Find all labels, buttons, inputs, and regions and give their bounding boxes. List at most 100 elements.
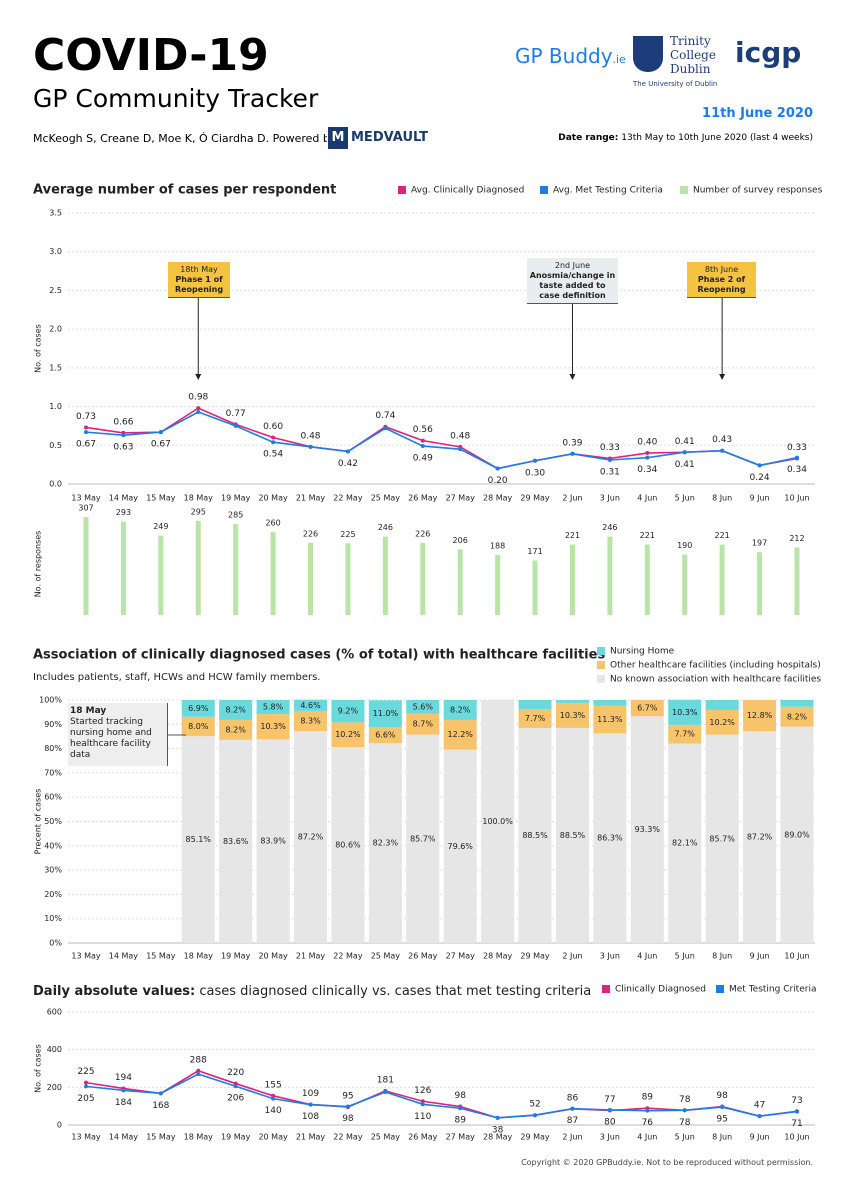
x-tick-label: 18 May [184,494,214,503]
arrow-head [195,374,202,380]
y-axis-label: No. of cases [34,324,43,373]
data-label: 0.33 [787,443,807,453]
point [682,1108,687,1113]
x-tick-label: 27 May [446,494,476,503]
legend-swatch [398,186,406,194]
bar-segment [630,716,664,943]
bar-segment [443,719,477,750]
bar-segment [219,719,253,740]
x-tick-label: 8 Jun [712,952,732,961]
data-label: 80 [604,1117,616,1127]
medvault-text: MEDVAULT [351,130,429,145]
x-tick-label: 5 Jun [675,952,695,961]
x-tick-label: 28 May [483,952,513,961]
data-label: 197 [752,539,767,548]
chart-title: Average number of cases per respondent [33,183,336,198]
point [570,451,575,456]
point [420,438,425,443]
data-label: 10.3% [560,711,586,720]
trinity-logo: Trinity College Dublin [670,34,716,76]
y-tick-label: 1.0 [49,402,62,411]
y-axis-label: No. of cases [34,1044,43,1093]
x-tick-label: 20 May [258,1133,288,1142]
point [645,451,650,456]
data-label: 0.41 [675,460,695,470]
data-label: 10.2% [335,730,361,739]
x-tick-label: 2 Jun [562,1133,582,1142]
data-label: 8.3% [300,717,321,726]
chart-title-bold: Daily absolute values: [33,984,195,999]
data-label: 0.73 [76,412,96,422]
bar-segment [593,733,627,943]
bar-segment [406,713,440,735]
data-label: 78 [679,1118,691,1128]
data-label: 98 [342,1114,354,1124]
data-label: 82.1% [672,839,698,848]
bar-segment [256,714,290,740]
point [271,1096,276,1101]
data-label: 110 [414,1112,431,1122]
data-label: 87.2% [747,833,773,842]
data-label: 307 [78,504,93,513]
bar-segment [481,700,515,943]
point [458,1106,463,1111]
data-label: 95 [342,1092,353,1102]
point [682,450,687,455]
data-label: 8.2% [226,725,247,734]
point [196,409,201,414]
data-label: 0.48 [450,431,470,441]
y-tick-label: 50% [44,817,62,826]
legend-swatch [597,647,605,655]
bar-segment [294,731,328,943]
x-tick-label: 29 May [520,1133,550,1142]
x-tick-label: 10 Jun [784,1133,809,1142]
gpbuddy-logo: GP Buddy.ie [515,44,626,68]
data-label: 73 [791,1096,802,1106]
bar-segment [181,736,215,943]
data-label: 83.6% [223,837,249,846]
data-label: 221 [565,531,580,540]
bar-segment [518,709,552,728]
data-label: 0.34 [787,465,807,475]
y-tick-label: 1.5 [49,363,62,372]
bar-segment [443,749,477,943]
bar [270,532,276,615]
bar-segment [668,699,702,725]
data-label: 0.54 [263,450,283,460]
data-label: 6.9% [188,704,209,713]
data-label: 168 [152,1101,169,1111]
bar [607,536,613,615]
point [420,444,425,449]
title: COVID-19 [33,30,269,81]
x-tick-label: 9 Jun [749,1133,769,1142]
data-label: 0.30 [525,468,545,478]
point [345,449,350,454]
gpbuddy-suffix: .ie [612,53,626,66]
data-label: 89 [454,1116,466,1126]
bar-segment [593,700,627,706]
x-tick-label: 4 Jun [637,494,657,503]
annotation-date: 2nd June [554,261,591,270]
point [757,1114,762,1119]
legend-swatch [680,186,688,194]
data-label: 8.2% [450,705,471,714]
line [85,1073,798,1119]
bar [719,544,725,615]
x-tick-label: 13 May [71,494,101,503]
x-tick-label: 26 May [408,494,438,503]
x-tick-label: 4 Jun [637,1133,657,1142]
x-tick-label: 9 Jun [749,494,769,503]
point [383,426,388,431]
data-label: 87.2% [298,833,324,842]
bar-segment [256,739,290,943]
legend-label: Nursing Home [610,647,675,657]
annotation: 8th June Phase 2 of Reopening [687,262,756,298]
x-tick-label: 19 May [221,1133,251,1142]
data-label: 79.6% [447,842,473,851]
data-label: 140 [265,1106,282,1116]
annotation-text: Phase 2 of Reopening [697,275,746,294]
data-label: 77 [604,1095,615,1105]
x-tick-label: 26 May [408,952,438,961]
data-label: 89 [642,1093,654,1103]
